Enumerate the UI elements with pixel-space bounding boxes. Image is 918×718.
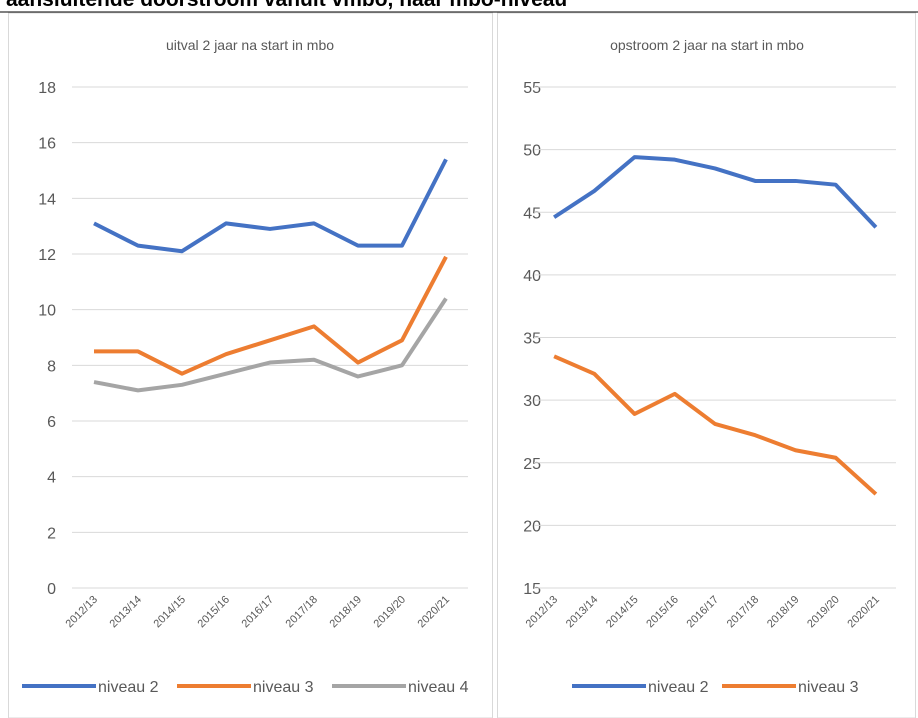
y-tick-label: 6 <box>47 414 56 431</box>
series-line <box>94 255 448 376</box>
y-tick-label: 45 <box>523 205 541 222</box>
y-tick-label: 0 <box>47 581 56 598</box>
y-tick-label: 50 <box>523 143 541 160</box>
series-line <box>93 158 448 254</box>
y-tick-label: 35 <box>523 331 541 348</box>
legend-label: niveau 3 <box>798 679 859 696</box>
y-tick-label: 20 <box>523 518 541 535</box>
y-tick-label: 8 <box>47 358 56 375</box>
y-tick-label: 40 <box>523 268 541 285</box>
chart-title: opstroom 2 jaar na start in mbo <box>610 37 804 53</box>
series-line <box>553 354 878 496</box>
y-tick-label: 12 <box>38 247 56 264</box>
y-tick-label: 14 <box>38 191 56 208</box>
y-tick-label: 2 <box>47 525 56 542</box>
series-line <box>553 155 878 229</box>
y-tick-label: 15 <box>523 581 541 598</box>
y-tick-label: 16 <box>38 136 56 153</box>
panel-frame <box>8 12 493 718</box>
y-tick-label: 30 <box>523 393 541 410</box>
legend-label: niveau 4 <box>408 679 469 696</box>
legend-label: niveau 3 <box>253 679 314 696</box>
panel-frame <box>497 12 916 718</box>
series-line <box>93 297 448 393</box>
y-tick-label: 55 <box>523 80 541 97</box>
legend-label: niveau 2 <box>648 679 709 696</box>
y-tick-label: 4 <box>47 470 56 487</box>
y-tick-label: 25 <box>523 456 541 473</box>
page-title: aansluitende doorstroom vanuit vmbo, naa… <box>6 0 567 11</box>
legend-label: niveau 2 <box>98 679 159 696</box>
y-tick-label: 18 <box>38 80 56 97</box>
chart-title: uitval 2 jaar na start in mbo <box>166 37 334 53</box>
y-tick-label: 10 <box>38 303 56 320</box>
